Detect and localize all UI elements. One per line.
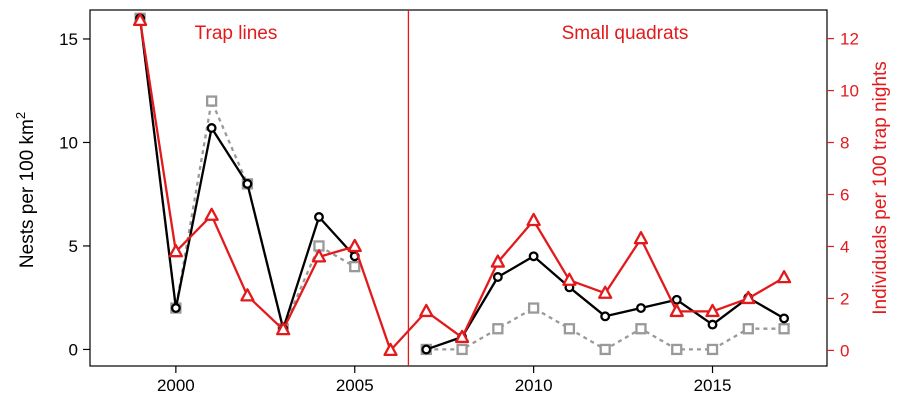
- x-tick-label: 2015: [694, 376, 732, 395]
- triangle-icon: [635, 232, 647, 243]
- circle-icon: [601, 313, 609, 321]
- y-axis-left-title-text: Nests per 100 km: [17, 119, 38, 268]
- square-icon: [780, 324, 789, 333]
- circle-icon: [709, 321, 717, 329]
- square-icon: [601, 345, 610, 354]
- series-circle: [136, 14, 788, 353]
- square-icon: [207, 97, 216, 106]
- triangle-icon: [206, 209, 218, 220]
- series-triangle: [134, 14, 790, 355]
- y-axis-left-title-superscript: 2: [13, 112, 28, 119]
- series-line: [426, 256, 784, 349]
- circle-icon: [780, 315, 788, 323]
- y-right-tick-label: 10: [840, 82, 859, 101]
- y-left-tick-label: 15: [59, 30, 78, 49]
- y-left-tick-label: 10: [59, 133, 78, 152]
- y-right-tick-label: 0: [840, 341, 849, 360]
- series-square: [136, 14, 789, 354]
- circle-icon: [530, 253, 538, 261]
- triangle-icon: [313, 250, 325, 261]
- square-icon: [458, 345, 467, 354]
- square-icon: [529, 304, 538, 313]
- square-icon: [708, 345, 717, 354]
- y-right-tick-label: 4: [840, 237, 849, 256]
- triangle-icon: [742, 292, 754, 303]
- circle-icon: [673, 296, 681, 304]
- y-axis-right-title: Individuals per 100 trap nights: [870, 61, 891, 315]
- y-left-tick-label: 0: [69, 340, 78, 359]
- triangle-icon: [528, 214, 540, 225]
- series-layer: [134, 14, 790, 355]
- y-axis-left-title: Nests per 100 km2: [13, 112, 38, 268]
- x-tick-label: 2000: [157, 376, 195, 395]
- triangle-icon: [456, 331, 468, 342]
- square-icon: [314, 241, 323, 250]
- triangle-icon: [707, 305, 719, 316]
- triangle-icon: [420, 305, 432, 316]
- circle-icon: [423, 346, 431, 354]
- square-icon: [493, 324, 502, 333]
- circle-icon: [637, 304, 645, 312]
- x-tick-label: 2005: [336, 376, 374, 395]
- x-tick-label: 2010: [515, 376, 553, 395]
- circle-icon: [208, 124, 216, 132]
- y-right-tick-label: 6: [840, 185, 849, 204]
- square-icon: [565, 324, 574, 333]
- triangle-icon: [778, 271, 790, 282]
- triangle-icon: [349, 240, 361, 251]
- circle-icon: [244, 180, 252, 188]
- y-right-tick-label: 2: [840, 289, 849, 308]
- circle-icon: [494, 273, 502, 281]
- square-icon: [636, 324, 645, 333]
- y-left-tick-label: 5: [69, 237, 78, 256]
- square-icon: [350, 262, 359, 271]
- circle-icon: [315, 213, 323, 221]
- circle-icon: [172, 304, 180, 312]
- series-line: [140, 20, 784, 350]
- triangle-icon: [241, 289, 253, 300]
- panel-label-trap-lines: Trap lines: [195, 23, 278, 44]
- series-line: [140, 18, 355, 328]
- square-icon: [672, 345, 681, 354]
- square-icon: [744, 324, 753, 333]
- panel-label-small-quadrats: Small quadrats: [562, 23, 689, 44]
- triangle-icon: [671, 305, 683, 316]
- y-right-tick-label: 12: [840, 30, 859, 49]
- y-right-tick-label: 8: [840, 134, 849, 153]
